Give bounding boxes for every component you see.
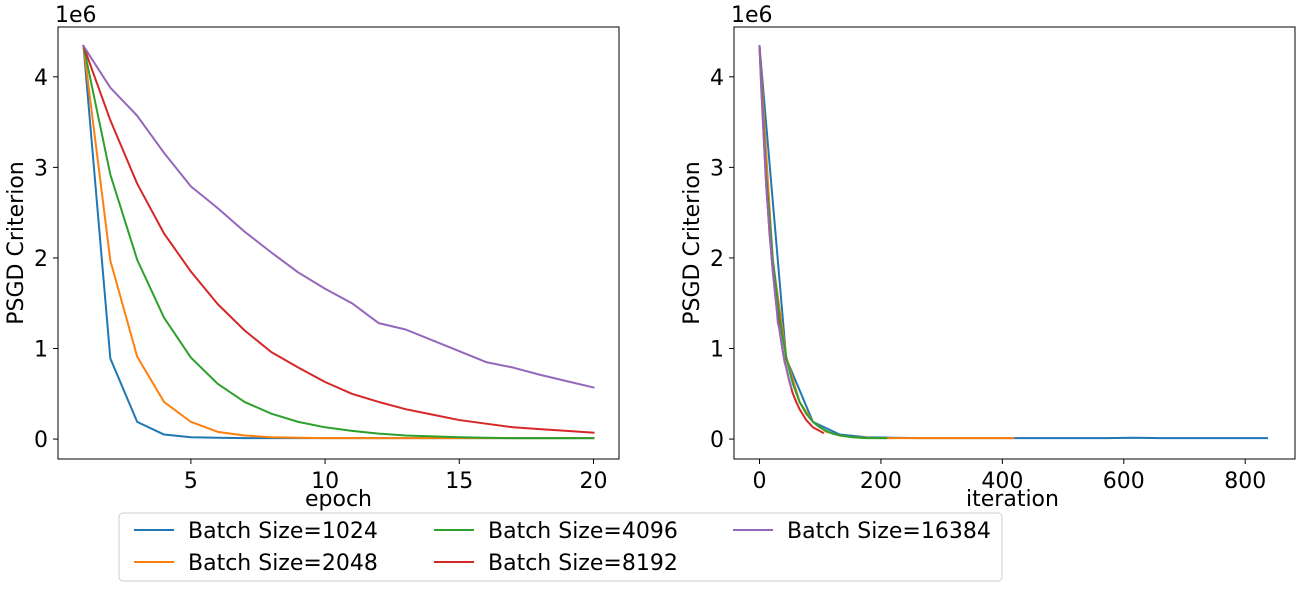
epoch-panel-y-tick-label: 3 <box>34 156 48 181</box>
iteration-panel-y-tick-label: 3 <box>710 156 724 181</box>
epoch-panel-series-line-5 <box>82 44 595 389</box>
iteration-panel-x-tick-label: 0 <box>753 469 767 494</box>
legend-frame <box>118 512 1003 582</box>
epoch-panel-lines <box>82 44 595 440</box>
iteration-panel-series-line-3 <box>758 44 888 440</box>
epoch-panel-series-line-3 <box>82 44 595 440</box>
iteration-panel-ticks: 0 200 400 600 800 0 1 2 3 4 <box>710 66 1266 494</box>
legend-label: Batch Size=4096 <box>488 519 678 544</box>
iteration-panel-x-tick-label: 200 <box>860 469 902 494</box>
legend-label: Batch Size=1024 <box>188 519 378 544</box>
iteration-panel-x-tick-label: 600 <box>1103 469 1145 494</box>
legend-label: Batch Size=16384 <box>787 519 991 544</box>
iteration-panel: 0 200 400 600 800 0 1 2 3 4 1e6 iteration PSGD Cr… <box>680 3 1296 512</box>
iteration-panel-lines <box>758 44 1269 440</box>
epoch-panel-series-line-2 <box>82 44 595 440</box>
iteration-panel-frame <box>733 26 1296 460</box>
legend-label: Batch Size=2048 <box>188 551 378 576</box>
iteration-panel-y-tick-label: 2 <box>710 247 724 272</box>
iteration-panel-x-tick-label: 800 <box>1224 469 1266 494</box>
epoch-panel-series-line-1 <box>82 44 595 440</box>
iteration-panel-offset-label: 1e6 <box>731 3 773 28</box>
epoch-panel-frame <box>57 26 620 460</box>
legend-entries: Batch Size=1024 Batch Size=2048 Batch Size… <box>134 519 991 576</box>
epoch-panel-ylabel: PSGD Criterion <box>4 161 29 324</box>
epoch-panel-x-tick-label: 15 <box>445 469 473 494</box>
iteration-panel-y-tick-label: 0 <box>710 428 724 453</box>
epoch-panel-ticks: 5 10 15 20 0 1 2 3 4 <box>34 66 608 494</box>
legend-label: Batch Size=8192 <box>488 551 678 576</box>
epoch-panel-x-tick-label: 5 <box>184 469 198 494</box>
iteration-panel-ylabel: PSGD Criterion <box>680 161 705 324</box>
epoch-panel-y-tick-label: 0 <box>34 428 48 453</box>
epoch-panel-x-tick-label: 20 <box>580 469 608 494</box>
iteration-panel-series-line-2 <box>758 44 1015 440</box>
iteration-panel-series-line-5 <box>758 44 793 389</box>
legend: Batch Size=1024 Batch Size=2048 Batch Size… <box>118 512 1003 582</box>
iteration-panel-series-line-1 <box>758 44 1269 440</box>
epoch-panel-xlabel: epoch <box>305 487 372 512</box>
iteration-panel-xlabel: iteration <box>966 487 1059 512</box>
iteration-panel-y-tick-label: 1 <box>710 338 724 363</box>
epoch-panel: 5 10 15 20 0 1 2 3 4 1e6 epoch PSGD Criterion <box>4 3 620 512</box>
epoch-panel-y-tick-label: 4 <box>34 66 48 91</box>
epoch-panel-series-line-4 <box>82 44 595 434</box>
epoch-panel-y-tick-label: 2 <box>34 247 48 272</box>
epoch-panel-x-tick-label: 10 <box>311 469 339 494</box>
iteration-panel-y-tick-label: 4 <box>710 66 724 91</box>
epoch-panel-offset-label: 1e6 <box>55 3 97 28</box>
iteration-panel-x-tick-label: 400 <box>981 469 1023 494</box>
epoch-panel-y-tick-label: 1 <box>34 338 48 363</box>
